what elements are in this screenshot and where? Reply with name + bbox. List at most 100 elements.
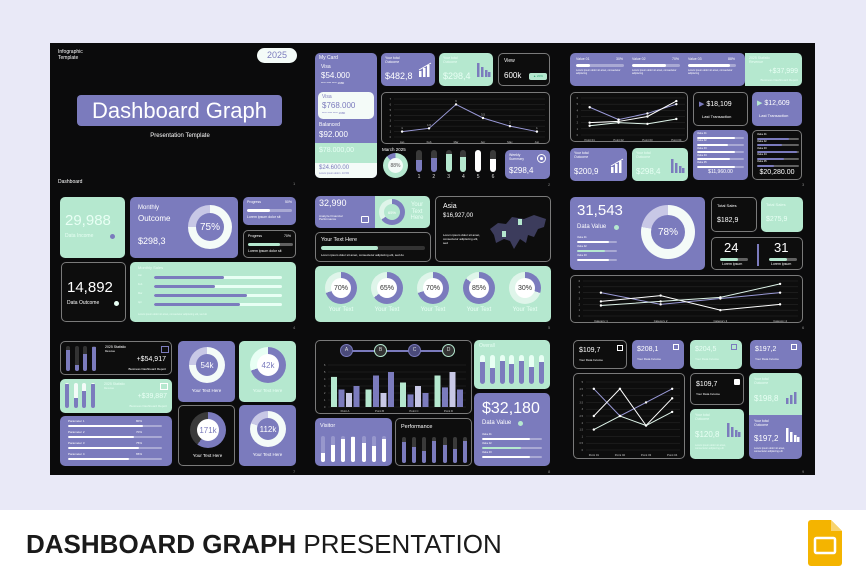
progress-bar bbox=[757, 137, 799, 140]
bar bbox=[351, 436, 356, 462]
ring-caption: Your Text Here bbox=[191, 388, 222, 393]
list-label: Value 02 bbox=[757, 139, 767, 143]
note: Lorem ipsum dolor sit amet, consectetur … bbox=[443, 233, 481, 246]
bar-chart-down-icon bbox=[727, 423, 741, 437]
data-point bbox=[454, 103, 458, 106]
progress-bar bbox=[757, 151, 799, 154]
progress-bar bbox=[697, 136, 744, 139]
chart-icon bbox=[731, 344, 737, 350]
bar-fill bbox=[432, 440, 437, 463]
parameter-pct: 75% bbox=[136, 441, 143, 445]
data-point bbox=[670, 397, 674, 400]
bar-fill bbox=[422, 451, 427, 463]
donut-70: 70% bbox=[325, 272, 357, 304]
label: Data Income bbox=[65, 233, 94, 239]
y-tick-label: 2.5 bbox=[580, 415, 584, 418]
page-number: 6 bbox=[802, 325, 805, 330]
bar-fill bbox=[442, 444, 447, 463]
value: $18,109 bbox=[706, 101, 732, 108]
label: Data Value bbox=[482, 420, 512, 426]
title: 2025 Statistic bbox=[105, 345, 127, 349]
ring-card: 112k Your Text Here bbox=[239, 405, 296, 466]
step-C[interactable]: C bbox=[408, 344, 421, 357]
visa-label: Visa bbox=[321, 64, 331, 70]
donut-label: 42k bbox=[257, 354, 279, 376]
sales-label: Apr bbox=[138, 301, 142, 304]
progress-bar bbox=[482, 447, 542, 449]
total: $20,280.00 bbox=[759, 169, 795, 176]
value-pct: 88% bbox=[728, 57, 736, 61]
donut-label: 70% bbox=[423, 278, 443, 298]
parameter-label: Parameter 4 bbox=[68, 452, 85, 456]
bars-group bbox=[416, 150, 496, 172]
bar-fill bbox=[489, 158, 496, 172]
y-tick-label: 1 bbox=[390, 131, 392, 134]
step-B[interactable]: B bbox=[374, 344, 387, 357]
list-label: Value 03 bbox=[697, 146, 707, 150]
visa-label: Visa bbox=[322, 94, 332, 100]
bar bbox=[449, 372, 456, 407]
progress-fill bbox=[697, 165, 735, 168]
bar bbox=[74, 346, 79, 371]
bar-chart: 0 1 2 3 4 5 6 Point A Point B Point C Point D bbox=[324, 364, 466, 413]
data-point bbox=[588, 124, 591, 127]
x-tick-label: Point B bbox=[375, 409, 384, 413]
progress-fill bbox=[577, 259, 609, 261]
bar-fill bbox=[351, 437, 356, 462]
donut-label: 65% bbox=[384, 204, 400, 220]
label: Total Sales bbox=[766, 202, 786, 207]
y-tick-label: 6 bbox=[577, 97, 579, 100]
donut-label: 75% bbox=[196, 213, 224, 241]
financial-card: 32,990 Analyze Financial Performance bbox=[315, 196, 375, 228]
year-badge: 2025 bbox=[257, 48, 297, 63]
step-D[interactable]: D bbox=[442, 344, 455, 357]
outcome-card: Your total Outcome $482,8 bbox=[381, 53, 435, 86]
y-tick-label: 4 bbox=[324, 378, 326, 381]
parameter-label: Parameter 3 bbox=[68, 441, 85, 445]
progress-fill bbox=[154, 303, 240, 306]
list-label: Value 03 bbox=[757, 146, 767, 150]
my-card-panel: My Card Visa $54.000 **** **** **** 1980… bbox=[315, 53, 377, 178]
bar bbox=[460, 150, 467, 172]
series-line bbox=[589, 103, 677, 121]
transaction-card[interactable]: ▶ $18,109 Last Transaction bbox=[693, 92, 748, 126]
list-label: Value 04 bbox=[757, 153, 767, 157]
bar bbox=[73, 383, 78, 408]
note: Lorem ipsum dolor sit amet, consectetur … bbox=[138, 313, 208, 316]
y-tick-label: 2 bbox=[582, 422, 584, 425]
page-number: 2 bbox=[548, 182, 551, 187]
bar bbox=[82, 383, 87, 408]
visa-card[interactable]: Visa $768.000 **** **** **** 1980 bbox=[318, 92, 374, 119]
bar bbox=[430, 150, 437, 172]
progress-fill bbox=[697, 151, 735, 154]
progress-bar bbox=[720, 258, 748, 261]
step-A[interactable]: A bbox=[340, 344, 353, 357]
value: $12,609 bbox=[764, 100, 790, 107]
transaction-card[interactable]: ▶ $12,609 Last Transaction bbox=[752, 92, 802, 126]
value: $482,8 bbox=[385, 71, 413, 81]
data-point bbox=[644, 401, 648, 404]
bars-group bbox=[402, 437, 467, 463]
y-tick-label: 4 bbox=[579, 292, 581, 295]
label-line: Template bbox=[58, 54, 79, 61]
line-chart: 0 0.5 1 1.5 2 2.5 3 3.5 4 4.5 5 Point 01 Point 02 Poi… bbox=[580, 381, 680, 457]
data-point bbox=[778, 282, 782, 286]
bar bbox=[415, 386, 421, 407]
data-point bbox=[427, 127, 431, 130]
data-point bbox=[481, 116, 485, 120]
value-note: Lorem ipsum dolor sit amet, consectetur … bbox=[632, 69, 677, 75]
y-tick-label: 6 bbox=[579, 280, 581, 283]
y-tick-label: 4.5 bbox=[580, 388, 584, 391]
x-tick-label: Point 01 bbox=[589, 453, 600, 457]
progress-bar bbox=[632, 64, 680, 67]
y-tick-label: 5 bbox=[582, 381, 584, 384]
donut-caption: Your Text bbox=[374, 307, 400, 313]
page-number: 9 bbox=[802, 469, 805, 474]
bar-label: 3 bbox=[447, 173, 450, 180]
bar-label: 2 bbox=[432, 173, 436, 180]
slides-board: Infographic Template 2025 Dashboard Graph… bbox=[50, 43, 815, 475]
text-progress-card: Your Text Here Lorem ipsum dolor sit ame… bbox=[315, 232, 431, 262]
y-tick-label: 5 bbox=[390, 109, 392, 112]
bar-chart-icon bbox=[418, 62, 432, 77]
ring-card: 171k Your Text Here bbox=[178, 405, 235, 466]
